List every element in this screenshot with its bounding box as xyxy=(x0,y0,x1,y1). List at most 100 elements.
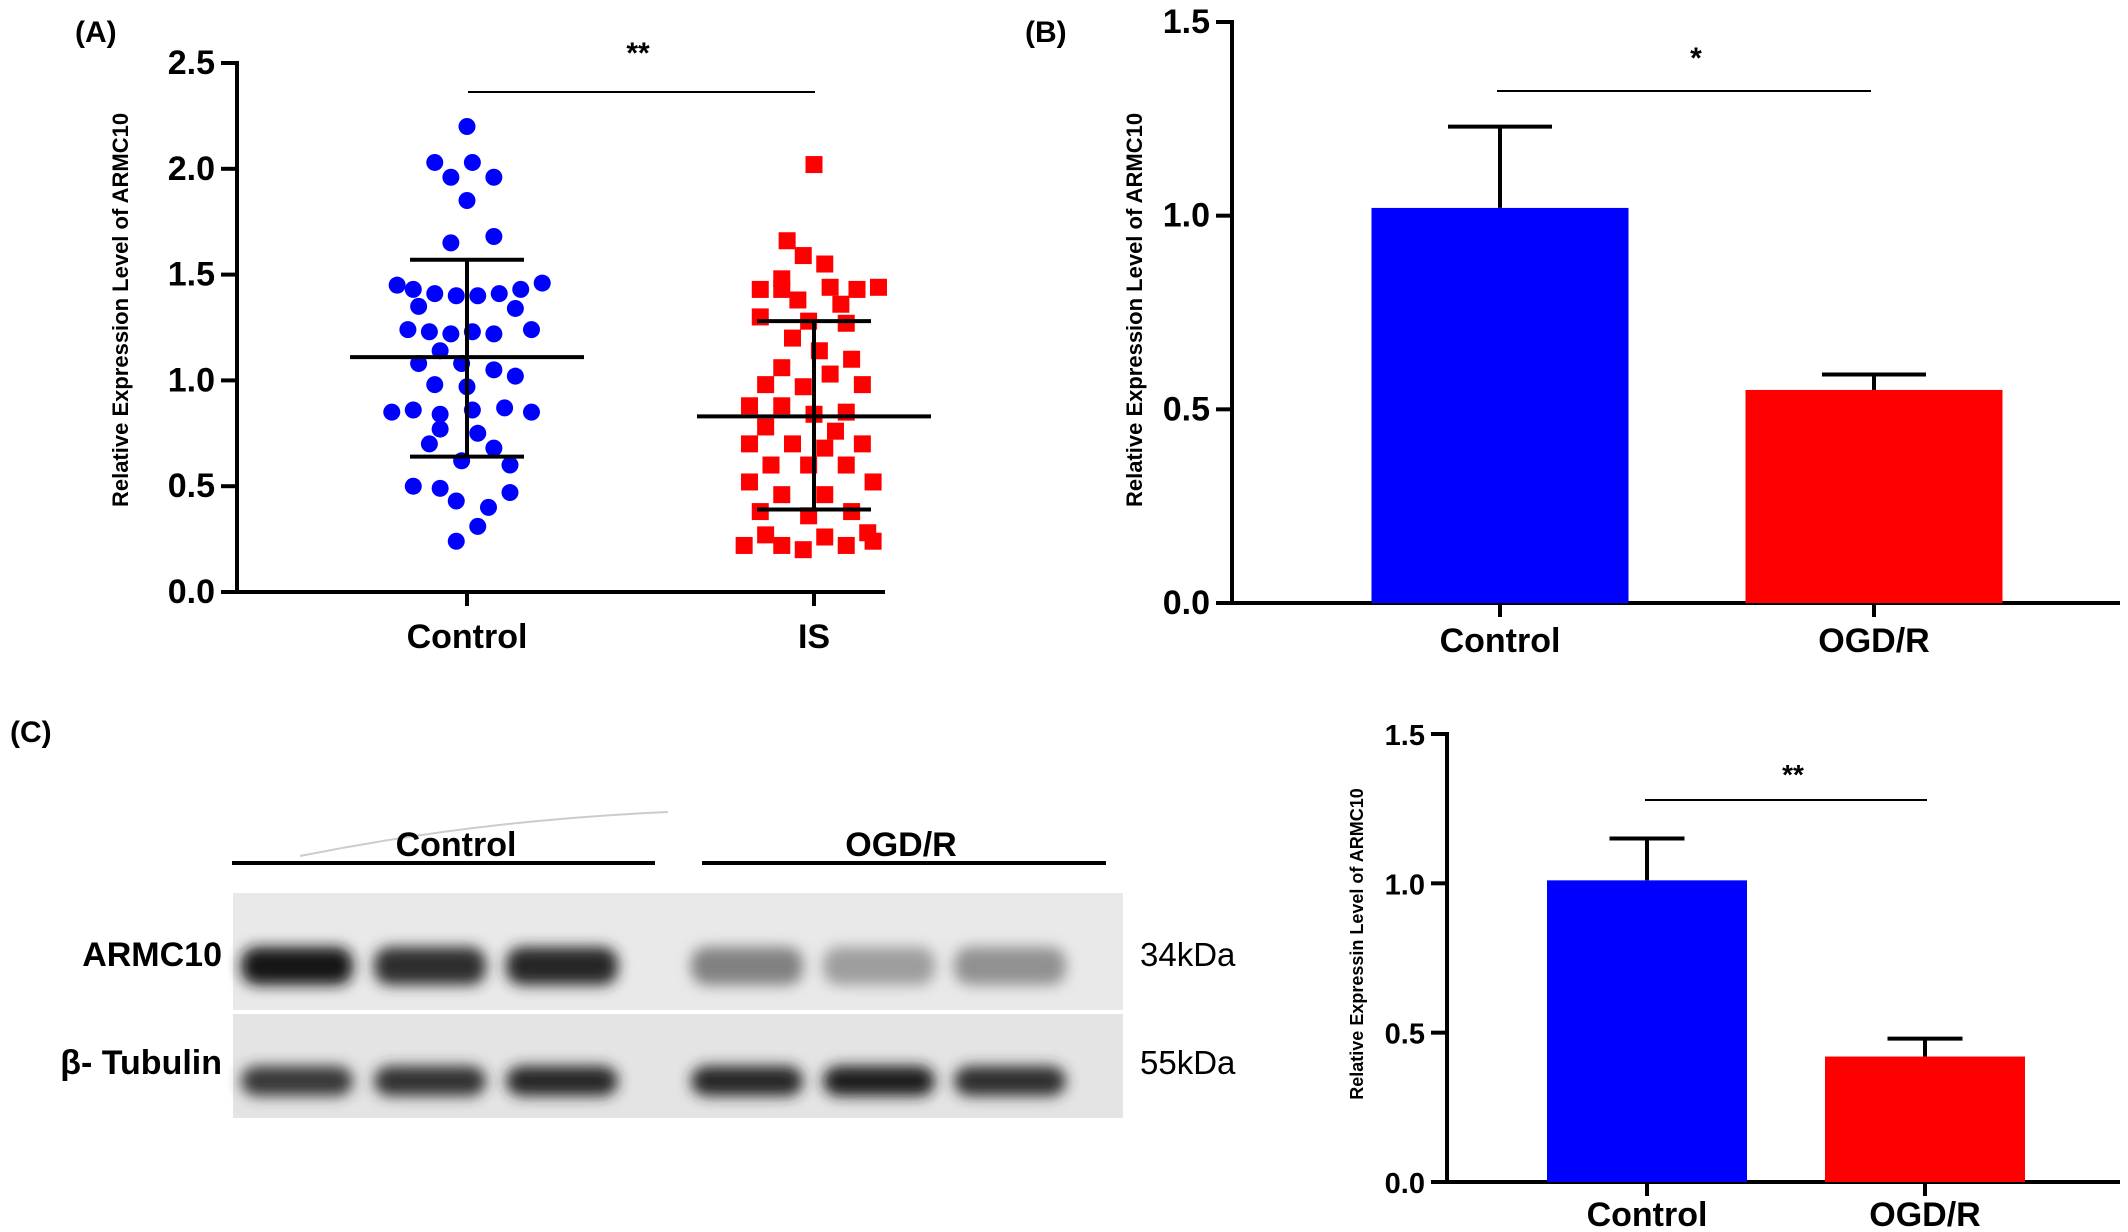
panel-a-control-point xyxy=(410,297,428,315)
panel-a-control-point xyxy=(522,403,540,421)
blot-band-armc10 xyxy=(691,947,803,985)
panel-a-is-point xyxy=(773,359,791,377)
panel-a-is-point xyxy=(853,376,871,394)
panel-a-control-point xyxy=(442,168,460,186)
panel-a-is-point xyxy=(837,314,855,332)
panel-b-bar-chart: (B) Relative Expression Level of ARMC10 … xyxy=(1025,3,2120,660)
blot-band-tubulin xyxy=(691,1066,803,1096)
panel-b-bars xyxy=(1371,90,2003,604)
panel-b-y-tick-label: 1.5 xyxy=(1163,3,1210,41)
panel-a-control-point xyxy=(458,192,476,210)
panel-a-is-point xyxy=(794,378,812,396)
panel-a-is-point xyxy=(864,473,882,491)
blot-band-armc10 xyxy=(823,947,935,985)
panel-a-is-point xyxy=(843,350,861,368)
panel-a-is-point xyxy=(773,280,791,298)
panel-a-is-point xyxy=(757,526,775,544)
panel-a-is-point xyxy=(843,503,861,521)
blot-band-tubulin xyxy=(954,1066,1066,1096)
panel-b-label: (B) xyxy=(1025,16,1067,49)
panel-a-label: (A) xyxy=(75,16,117,49)
panel-a-control-point xyxy=(388,276,406,294)
panel-a-scatter-chart: (A) Relative Expression Level of ARMC10 … xyxy=(75,16,931,656)
panel-a-is-point xyxy=(794,541,812,559)
panel-c-significance: ** xyxy=(1782,759,1804,790)
blot-size-tubulin: 55kDa xyxy=(1140,1044,1236,1081)
panel-a-is-point xyxy=(800,507,818,525)
panel-a-control-point xyxy=(496,399,514,417)
panel-a-category-label: Control xyxy=(407,618,528,656)
panel-a-y-axis-label: Relative Expression Level of ARMC10 xyxy=(108,113,133,507)
blot-band-tubulin xyxy=(374,1066,486,1096)
panel-a-control-point xyxy=(404,401,422,419)
panel-a-is-point xyxy=(832,295,850,313)
panel-a-control-point xyxy=(501,484,519,502)
panel-a-is-point xyxy=(805,156,823,174)
panel-a-control-point xyxy=(469,424,487,442)
panel-a-control-point xyxy=(506,299,524,317)
panel-a-y-tick-label: 2.5 xyxy=(168,44,215,82)
panel-a-y-tick-label: 0.5 xyxy=(168,467,215,505)
panel-a-is-point xyxy=(741,397,759,415)
panel-a-control-point xyxy=(485,228,503,246)
panel-a-is-point xyxy=(784,329,802,347)
blot-band-armc10 xyxy=(954,947,1066,985)
panel-a-control-point xyxy=(485,361,503,379)
panel-a-control-point xyxy=(501,456,519,474)
panel-a-is-point xyxy=(853,435,871,453)
panel-b-category-label: OGD/R xyxy=(1818,622,1929,660)
panel-a-control-point xyxy=(447,287,465,305)
panel-a-y-tick-label: 1.5 xyxy=(168,256,215,294)
panel-b-bar xyxy=(1371,207,1629,604)
blot-band-armc10 xyxy=(506,947,618,985)
panel-a-is-point xyxy=(821,278,839,296)
panel-a-control-point xyxy=(447,532,465,550)
panel-a-control-point xyxy=(522,321,540,339)
panel-a-data-points xyxy=(350,91,931,559)
panel-c-bars xyxy=(1547,799,2025,1182)
panel-b-significance: * xyxy=(1690,42,1702,75)
panel-c-bar xyxy=(1825,1056,2025,1182)
panel-c-y-tick-label: 0.0 xyxy=(1385,1168,1425,1200)
panel-a-is-point xyxy=(837,536,855,554)
panel-a-control-point xyxy=(469,517,487,535)
panel-a-is-point xyxy=(778,232,796,250)
blot-scratch-mark xyxy=(299,811,669,857)
blot-row-label-tubulin: β- Tubulin xyxy=(60,1044,222,1082)
panel-a-is-point xyxy=(773,486,791,504)
panel-a-axes: 0.0 0.5 1.0 1.5 2.0 2.5 Control IS xyxy=(168,44,885,656)
blot-band-tubulin xyxy=(241,1066,353,1096)
panel-b-category-label: Control xyxy=(1440,622,1561,660)
panel-a-is-point xyxy=(751,503,769,521)
panel-a-significance: ** xyxy=(626,37,650,70)
panel-a-is-point xyxy=(826,422,844,440)
panel-a-control-point xyxy=(479,498,497,516)
panel-a-category-label: IS xyxy=(798,618,830,656)
panel-a-is-point xyxy=(757,376,775,394)
blot-bands xyxy=(241,947,1066,1096)
panel-a-control-point xyxy=(506,367,524,385)
panel-a-control-point xyxy=(458,117,476,135)
panel-c-bar xyxy=(1547,880,1747,1182)
panel-a-control-point xyxy=(426,153,444,171)
blot-band-tubulin xyxy=(823,1066,935,1096)
panel-c-y-tick-label: 0.5 xyxy=(1385,1019,1425,1051)
panel-a-is-point xyxy=(816,528,834,546)
blot-row-label-armc10: ARMC10 xyxy=(82,936,222,974)
panel-a-control-point xyxy=(431,420,449,438)
panel-a-y-tick-label: 0.0 xyxy=(168,573,215,611)
panel-a-is-point xyxy=(816,255,834,273)
panel-a-is-point xyxy=(784,435,802,453)
panel-a-is-point xyxy=(773,397,791,415)
panel-c-category-label: Control xyxy=(1587,1196,1708,1232)
panel-a-is-point xyxy=(864,532,882,550)
panel-a-control-point xyxy=(404,280,422,298)
panel-c-bar-chart: Relative Expressin Level of ARMC10 0.0 0.… xyxy=(1347,720,2120,1232)
panel-a-control-point xyxy=(485,168,503,186)
panel-c-y-tick-label: 1.0 xyxy=(1385,869,1425,901)
panel-a-is-point xyxy=(821,365,839,383)
panel-a-control-point xyxy=(490,285,508,303)
panel-a-control-point xyxy=(485,439,503,457)
blot-band-armc10 xyxy=(241,947,353,985)
panel-a-control-point xyxy=(426,285,444,303)
